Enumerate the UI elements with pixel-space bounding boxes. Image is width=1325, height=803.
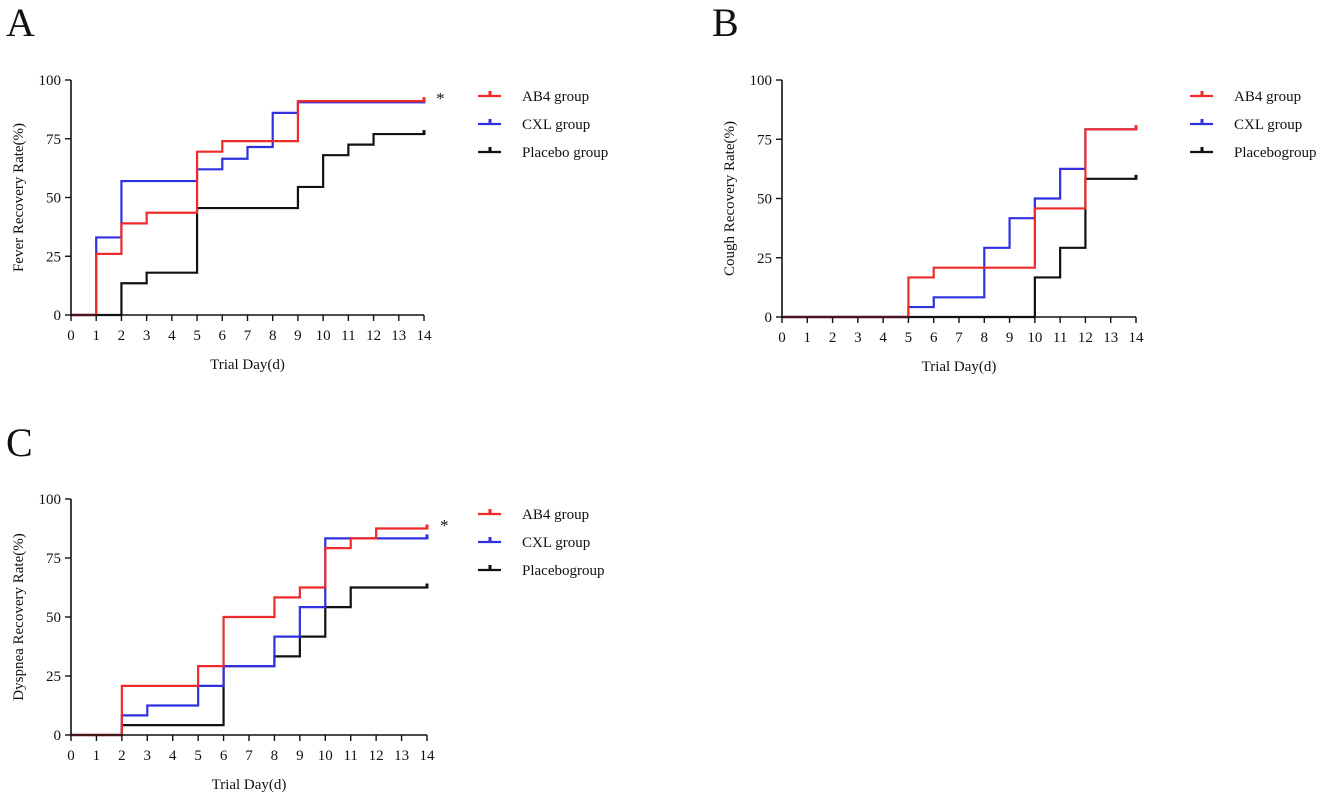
y-tick-label-a-0: 0: [54, 308, 62, 324]
x-tick-label-c-11: 11: [343, 748, 357, 764]
legend-label-a-placebo: Placebo group: [522, 145, 608, 161]
significance-star-c: *: [440, 516, 449, 535]
legend-label-c-ab4: AB4 group: [522, 507, 589, 523]
x-tick-label-c-14: 14: [420, 748, 436, 764]
x-tick-label-a-7: 7: [244, 328, 252, 344]
legend-label-b-ab4: AB4 group: [1234, 89, 1301, 105]
x-tick-label-a-12: 12: [366, 328, 381, 344]
x-tick-label-c-0: 0: [67, 748, 75, 764]
x-tick-label-c-2: 2: [118, 748, 126, 764]
x-axis-title-a: Trial Day(d): [210, 357, 285, 373]
x-tick-label-c-6: 6: [220, 748, 228, 764]
series-line-a-cxl: [71, 101, 424, 317]
x-tick-label-b-6: 6: [930, 330, 938, 346]
y-tick-label-b-25: 25: [757, 251, 772, 267]
x-tick-label-b-14: 14: [1129, 330, 1145, 346]
x-tick-label-b-0: 0: [778, 330, 786, 346]
x-tick-label-c-13: 13: [394, 748, 409, 764]
panel-letter-b: B: [712, 0, 739, 45]
x-tick-label-c-4: 4: [169, 748, 177, 764]
y-tick-label-a-25: 25: [46, 249, 61, 265]
y-tick-label-b-75: 75: [757, 132, 772, 148]
x-tick-label-c-3: 3: [144, 748, 152, 764]
x-tick-label-b-11: 11: [1053, 330, 1067, 346]
series-line-c-cxl: [71, 537, 427, 737]
legend-label-a-ab4: AB4 group: [522, 89, 589, 105]
x-tick-label-b-13: 13: [1103, 330, 1118, 346]
x-tick-label-b-10: 10: [1027, 330, 1042, 346]
y-tick-label-c-25: 25: [46, 669, 61, 685]
y-tick-label-c-0: 0: [54, 728, 62, 744]
significance-star-a: *: [436, 89, 445, 108]
y-tick-label-c-100: 100: [39, 492, 62, 508]
x-tick-label-a-9: 9: [294, 328, 302, 344]
y-tick-label-b-100: 100: [750, 73, 773, 89]
x-tick-label-a-2: 2: [118, 328, 126, 344]
x-tick-label-c-10: 10: [318, 748, 333, 764]
x-tick-label-a-6: 6: [219, 328, 227, 344]
series-line-c-placebo: [71, 586, 427, 737]
legend-label-b-cxl: CXL group: [1234, 117, 1302, 133]
y-tick-label-a-100: 100: [39, 73, 62, 89]
panel-letter-a: A: [6, 0, 35, 45]
y-tick-label-a-75: 75: [46, 132, 61, 148]
y-axis-title-b: Cough Recovery Rate(%): [722, 121, 738, 276]
x-tick-label-a-1: 1: [92, 328, 100, 344]
x-tick-label-a-5: 5: [193, 328, 201, 344]
x-tick-label-a-14: 14: [417, 328, 433, 344]
x-tick-label-b-12: 12: [1078, 330, 1093, 346]
y-tick-label-a-50: 50: [46, 191, 61, 207]
panel-letter-c: C: [6, 420, 33, 465]
x-axis-title-c: Trial Day(d): [212, 777, 287, 793]
series-line-b-cxl: [782, 128, 1136, 319]
x-axis-title-b: Trial Day(d): [922, 359, 997, 375]
legend-label-c-cxl: CXL group: [522, 535, 590, 551]
x-tick-label-b-5: 5: [905, 330, 913, 346]
x-tick-label-b-3: 3: [854, 330, 862, 346]
x-tick-label-c-9: 9: [296, 748, 304, 764]
x-tick-label-a-11: 11: [341, 328, 355, 344]
x-tick-label-a-4: 4: [168, 328, 176, 344]
series-line-a-ab4: [71, 100, 424, 317]
x-tick-label-b-9: 9: [1006, 330, 1014, 346]
series-line-b-ab4: [782, 128, 1136, 319]
y-tick-label-b-50: 50: [757, 192, 772, 208]
x-tick-label-a-3: 3: [143, 328, 151, 344]
x-tick-label-c-7: 7: [245, 748, 253, 764]
x-tick-label-c-1: 1: [93, 748, 101, 764]
x-tick-label-c-12: 12: [369, 748, 384, 764]
y-tick-label-c-75: 75: [46, 551, 61, 567]
x-tick-label-c-5: 5: [194, 748, 202, 764]
x-tick-label-b-1: 1: [804, 330, 812, 346]
x-tick-label-b-7: 7: [955, 330, 963, 346]
y-tick-label-c-50: 50: [46, 610, 61, 626]
x-tick-label-a-8: 8: [269, 328, 277, 344]
y-axis-title-c: Dyspnea Recovery Rate(%): [11, 533, 27, 700]
x-tick-label-c-8: 8: [271, 748, 279, 764]
x-tick-label-b-2: 2: [829, 330, 837, 346]
x-tick-label-b-4: 4: [879, 330, 887, 346]
series-line-a-placebo: [71, 132, 424, 317]
x-tick-label-a-10: 10: [316, 328, 331, 344]
y-tick-label-b-0: 0: [765, 310, 773, 326]
x-tick-label-a-0: 0: [67, 328, 75, 344]
legend-label-b-placebo: Placebogroup: [1234, 145, 1316, 161]
y-axis-title-a: Fever Recovery Rate(%): [11, 123, 27, 272]
legend-label-a-cxl: CXL group: [522, 117, 590, 133]
x-tick-label-a-13: 13: [391, 328, 406, 344]
series-line-c-ab4: [71, 527, 427, 737]
legend-label-c-placebo: Placebogroup: [522, 563, 604, 579]
x-tick-label-b-8: 8: [981, 330, 989, 346]
